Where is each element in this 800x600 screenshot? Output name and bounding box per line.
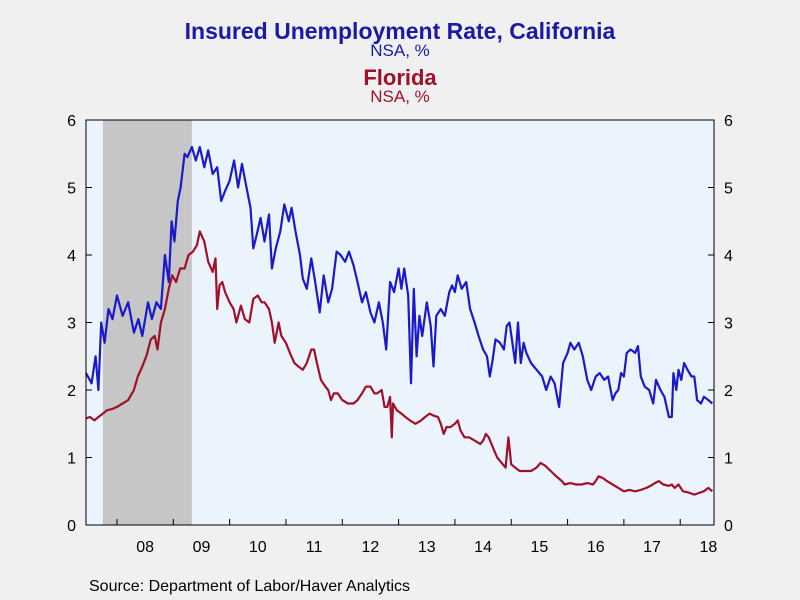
- chart-title-florida: Florida: [363, 65, 437, 90]
- x-tick-label: 18: [699, 539, 717, 556]
- y-tick-label-right: 0: [724, 518, 733, 535]
- chart-subtitle-florida: NSA, %: [370, 87, 430, 106]
- y-tick-label-left: 6: [67, 113, 76, 130]
- chart-title-california: Insured Unemployment Rate, California: [184, 18, 616, 44]
- y-tick-label-left: 0: [67, 518, 76, 535]
- x-tick-label: 10: [249, 539, 267, 556]
- series-line-florida: [85, 230, 714, 496]
- y-tick-label-right: 1: [724, 451, 733, 468]
- x-tick-label: 08: [136, 539, 154, 556]
- x-tick-label: 16: [587, 539, 605, 556]
- recession-shading: [102, 120, 192, 525]
- series-layer: [85, 145, 714, 496]
- x-tick-label: 11: [306, 539, 323, 556]
- y-tick-label-left: 4: [67, 248, 76, 265]
- x-tick-label: 15: [531, 539, 549, 556]
- y-tick-label-right: 5: [724, 181, 733, 198]
- source-note: Source: Department of Labor/Haver Analyt…: [89, 578, 411, 595]
- x-tick-label: 12: [362, 539, 380, 556]
- y-tick-label-left: 3: [67, 316, 76, 333]
- x-tick-label: 17: [643, 539, 661, 556]
- x-tick-label: 09: [193, 539, 211, 556]
- y-tick-label-left: 2: [67, 383, 76, 400]
- x-tick-label: 14: [474, 539, 492, 556]
- series-line-california: [85, 145, 714, 419]
- y-tick-label-left: 1: [67, 451, 76, 468]
- axis-layer: 0 01 12 23 34 45 56 608 09 10 11 12 13 14 15 16 17 18: [67, 113, 733, 556]
- x-tick-label: 13: [418, 539, 436, 556]
- y-tick-label-right: 2: [724, 383, 733, 400]
- y-tick-label-right: 4: [724, 248, 733, 265]
- y-tick-label-right: 6: [724, 113, 733, 130]
- y-tick-label-right: 3: [724, 316, 733, 333]
- y-tick-label-left: 5: [67, 181, 76, 198]
- chart-subtitle-california: NSA, %: [370, 41, 430, 60]
